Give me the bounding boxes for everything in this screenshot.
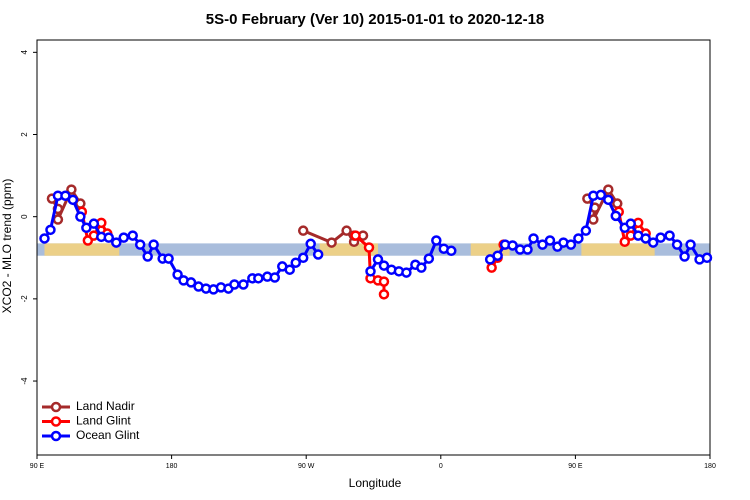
land-band <box>44 243 120 256</box>
data-point <box>507 240 518 251</box>
data-point <box>341 225 352 236</box>
data-point <box>172 269 183 280</box>
data-point <box>363 242 375 253</box>
data-point <box>492 250 503 261</box>
data-point <box>60 190 71 201</box>
data-point <box>350 230 361 241</box>
data-point <box>446 245 457 257</box>
data-point <box>610 210 622 222</box>
chart-title: 5S-0 February (Ver 10) 2015-01-01 to 202… <box>206 11 545 28</box>
data-point <box>528 233 539 244</box>
data-point <box>45 224 56 236</box>
x-axis-label: Longitude <box>349 476 402 490</box>
data-point <box>88 218 100 229</box>
data-point <box>625 218 636 229</box>
data-point <box>612 198 623 209</box>
data-point <box>52 214 64 225</box>
data-point <box>148 239 159 250</box>
data-point <box>416 262 427 273</box>
data-point <box>111 237 122 248</box>
data-point <box>103 232 115 243</box>
data-point <box>671 239 683 250</box>
data-point <box>431 235 442 246</box>
y-axis-label: XCO2 - MLO trend (ppm) <box>0 179 14 314</box>
data-point <box>603 194 614 206</box>
land-band <box>581 243 655 256</box>
data-point <box>522 244 533 255</box>
data-point <box>312 249 324 260</box>
data-point <box>486 262 497 273</box>
legend-swatch-marker <box>50 430 62 442</box>
data-point <box>284 264 295 275</box>
x-tick-label: 180 <box>704 463 716 470</box>
data-point <box>142 251 153 262</box>
data-point <box>326 237 337 248</box>
plot-frame <box>36 39 711 456</box>
data-point <box>565 239 577 250</box>
data-point <box>544 235 556 246</box>
x-tick-label: 90 W <box>298 463 315 470</box>
data-point <box>372 254 384 265</box>
data-point <box>647 237 659 248</box>
data-point <box>81 222 92 234</box>
data-point <box>655 232 666 243</box>
data-point <box>297 252 309 264</box>
data-point <box>297 225 309 236</box>
legend-label: Land Nadir <box>76 399 135 413</box>
x-tick-label: 90 E <box>568 463 583 470</box>
y-tick-label: 4 <box>20 50 29 55</box>
data-point <box>619 236 631 247</box>
y-tick-label: -2 <box>20 295 29 303</box>
data-point <box>595 189 607 201</box>
legend-label: Land Glint <box>76 414 131 428</box>
legend-swatch-marker <box>50 401 62 413</box>
data-point <box>127 230 138 241</box>
data-point <box>640 233 651 244</box>
x-tick-label: 0 <box>439 463 443 470</box>
data-point <box>134 239 146 250</box>
data-point <box>118 232 129 243</box>
data-point <box>365 266 376 277</box>
data-point <box>664 230 675 241</box>
data-point <box>229 279 240 290</box>
data-point <box>378 276 390 287</box>
data-point <box>423 253 435 264</box>
data-point <box>253 273 264 284</box>
x-tick-label: 90 E <box>30 463 45 470</box>
y-tick-label: -4 <box>20 377 29 385</box>
y-tick-label: 0 <box>20 214 29 219</box>
data-point <box>603 184 614 195</box>
data-point <box>580 225 592 236</box>
data-point <box>39 233 50 244</box>
legend-swatch-marker <box>50 416 62 427</box>
data-point <box>305 238 316 250</box>
data-point <box>290 257 301 268</box>
data-point <box>269 272 281 283</box>
data-point <box>685 239 696 250</box>
legend-label: Ocean Glint <box>76 428 140 442</box>
data-point <box>378 260 390 271</box>
x-tick-label: 180 <box>166 463 178 470</box>
data-point <box>238 279 249 290</box>
data-point <box>67 194 79 206</box>
data-point <box>378 289 390 300</box>
y-tick-label: 2 <box>20 132 29 137</box>
data-point <box>163 253 174 264</box>
data-point <box>701 252 713 264</box>
data-point <box>679 251 690 262</box>
data-point <box>75 211 86 222</box>
data-point <box>588 214 599 225</box>
data-point <box>66 184 77 195</box>
data-point <box>537 239 548 250</box>
data-point <box>573 233 584 244</box>
data-point <box>185 277 197 288</box>
data-point <box>401 267 412 278</box>
